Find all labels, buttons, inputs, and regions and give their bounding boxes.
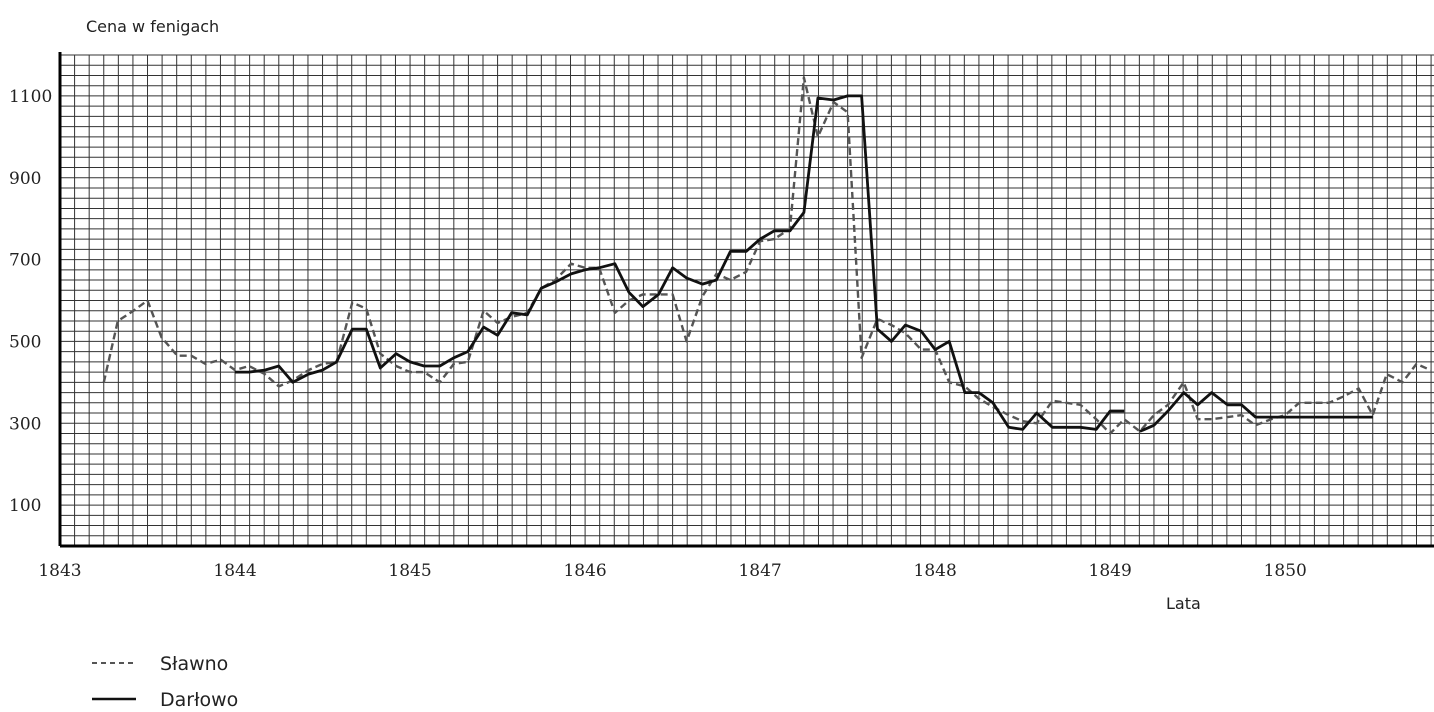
x-axis-title: Lata — [1166, 594, 1201, 613]
grid — [60, 54, 1434, 547]
y-tick-label: 300 — [9, 414, 41, 434]
series-lines — [102, 76, 1431, 435]
y-tick-label: 1100 — [9, 87, 52, 107]
legend-label-slawno: Sławno — [160, 653, 228, 675]
x-tick-label: 1846 — [563, 561, 606, 581]
y-tick-label: 500 — [9, 332, 41, 352]
x-tick-labels: 1843 1844 1845 1846 1847 1848 1849 1850 — [38, 561, 1306, 581]
x-tick-label: 1849 — [1089, 561, 1132, 581]
series-line-darlowo — [235, 94, 1373, 433]
x-tick-label: 1847 — [738, 561, 781, 581]
y-tick-labels: 100 300 500 700 900 1100 — [9, 87, 52, 516]
y-tick-label: 700 — [9, 251, 41, 271]
x-tick-label: 1844 — [213, 561, 256, 581]
x-tick-label: 1848 — [914, 561, 957, 581]
x-tick-label: 1843 — [38, 561, 81, 581]
y-tick-label: 100 — [9, 496, 41, 516]
axes — [58, 52, 1434, 548]
legend-label-darlowo: Darłowo — [160, 689, 238, 711]
series-line-slawno — [102, 76, 1431, 435]
legend: Sławno Darłowo — [92, 653, 238, 711]
x-tick-label: 1845 — [388, 561, 431, 581]
y-tick-label: 900 — [9, 169, 41, 189]
x-tick-label: 1850 — [1264, 561, 1307, 581]
y-axis-title: Cena w fenigach — [86, 17, 219, 36]
